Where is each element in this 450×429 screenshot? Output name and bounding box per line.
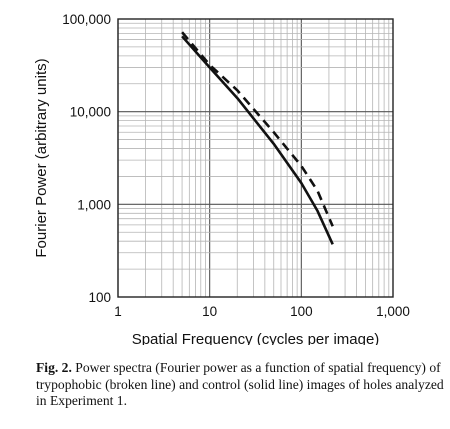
dashed-series-line (181, 31, 334, 227)
y-tick-label: 100,000 (62, 12, 111, 27)
figure-label: Fig. 2. (36, 360, 72, 375)
figure-caption: Fig. 2. Power spectra (Fourier power as … (36, 360, 444, 410)
figure-caption-text: Power spectra (Fourier power as a functi… (36, 360, 444, 408)
grid (117, 19, 393, 298)
y-tick-label: 100 (88, 290, 111, 305)
x-axis-label: Spatial Frequency (cycles per image) (132, 331, 380, 345)
solid-series-line (181, 35, 334, 245)
chart: 1 10 100 1,000 100 1,000 10,000 100,000 Spatial… (33, 12, 410, 345)
x-tick-label: 10 (202, 304, 217, 319)
plot-frame (117, 18, 394, 298)
x-tick-label: 1,000 (376, 304, 410, 319)
y-axis-label: Fourier Power (arbitrary units) (33, 58, 50, 257)
series-group (181, 31, 334, 245)
tick-labels: 1 10 100 1,000 100 1,000 10,000 100,000 (62, 12, 410, 319)
y-tick-label: 10,000 (70, 105, 111, 120)
x-tick-label: 100 (290, 304, 313, 319)
y-tick-label: 1,000 (77, 197, 111, 212)
x-tick-label: 1 (114, 304, 122, 319)
